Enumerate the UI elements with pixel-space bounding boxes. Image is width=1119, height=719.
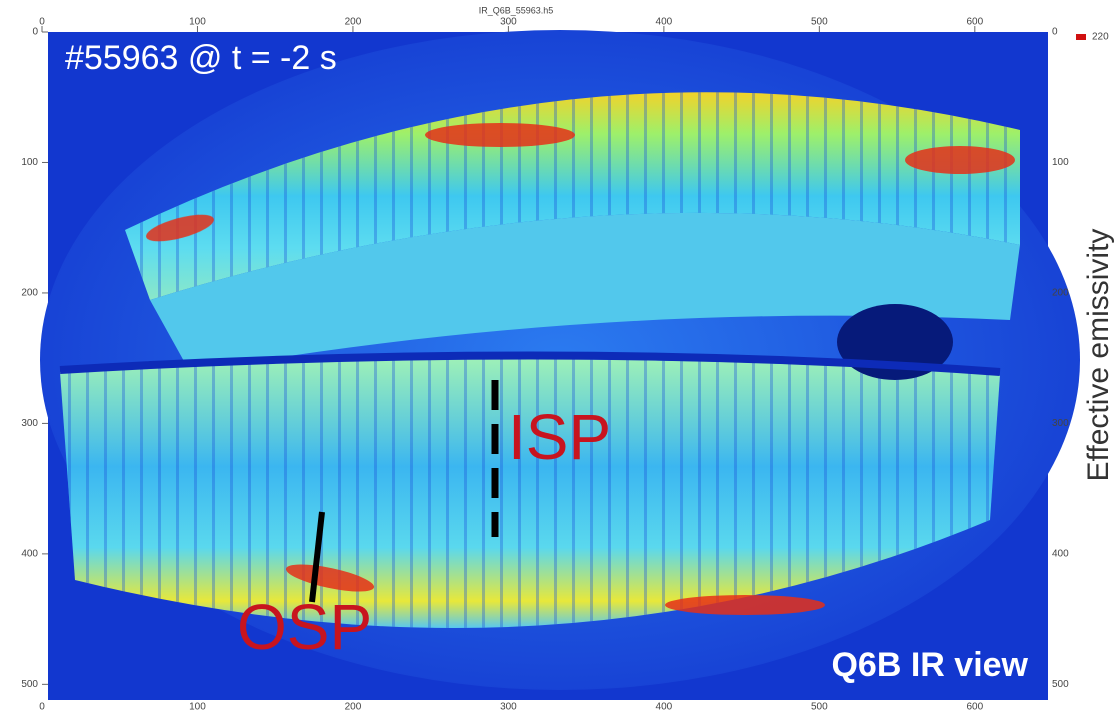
ir-image-figure: IR_Q6B_55963.h5 #55963 @ t = -2 s Q6B IR…: [0, 0, 1119, 714]
y-tick-label: 100: [1052, 157, 1069, 168]
isp-label: ISP: [508, 401, 611, 473]
y-tick-label: 300: [1052, 418, 1069, 429]
y-tick-label: 0: [1052, 27, 1058, 38]
y-tick-label: 300: [21, 418, 38, 429]
y-tick-label: 400: [1052, 549, 1069, 560]
view-label: Q6B IR view: [831, 646, 1028, 684]
colorbar-top: [1076, 34, 1086, 40]
x-tick-label: 600: [966, 702, 983, 713]
x-tick-label: 400: [656, 17, 673, 28]
y-tick-label: 400: [21, 549, 38, 560]
x-tick-label: 200: [345, 702, 362, 713]
y-tick-label: 0: [32, 27, 38, 38]
y-tick-label: 100: [21, 157, 38, 168]
colorbar-max: 220: [1092, 32, 1109, 43]
x-tick-label: 0: [39, 17, 45, 28]
x-tick-label: 100: [189, 17, 206, 28]
x-tick-label: 400: [656, 702, 673, 713]
x-tick-label: 500: [811, 17, 828, 28]
x-tick-label: 100: [189, 702, 206, 713]
osp-label: OSP: [237, 591, 372, 663]
x-tick-label: 0: [39, 702, 45, 713]
x-tick-label: 300: [500, 17, 517, 28]
x-tick-label: 600: [966, 17, 983, 28]
shot-label: #55963 @ t = -2 s: [65, 39, 337, 77]
file-name: IR_Q6B_55963.h5: [479, 5, 554, 15]
y-tick-label: 200: [1052, 288, 1069, 299]
y-tick-label: 200: [21, 288, 38, 299]
x-tick-label: 200: [345, 17, 362, 28]
y-tick-label: 500: [21, 679, 38, 690]
x-tick-label: 500: [811, 702, 828, 713]
colorbar-label: Effective emissivity: [1082, 229, 1115, 482]
x-tick-label: 300: [500, 702, 517, 713]
y-tick-label: 500: [1052, 679, 1069, 690]
